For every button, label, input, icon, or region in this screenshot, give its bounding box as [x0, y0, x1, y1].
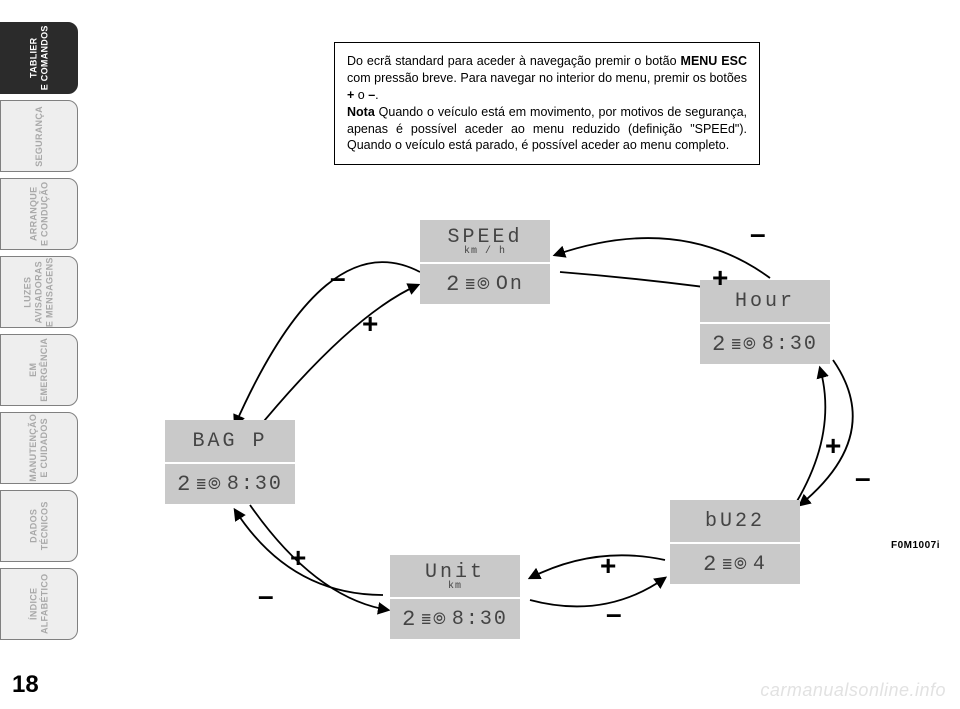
plus-label: +: [825, 430, 841, 462]
screen-speed-value: 2≣⦾On: [420, 264, 550, 304]
nav-arrow: [235, 262, 420, 425]
screen-bagp: BAG P2≣⦾8:30: [165, 420, 295, 504]
screen-bagp-value: 2≣⦾8:30: [165, 464, 295, 504]
plus-label: +: [712, 262, 728, 294]
figure-code: F0M1007i: [891, 540, 940, 551]
watermark: carmanualsonline.info: [760, 680, 946, 701]
headlight-icon: ≣⦾: [465, 274, 491, 294]
headlight-icon: ≣⦾: [731, 334, 757, 354]
tab-emergencia: EMEMERGÊNCIA: [0, 334, 78, 406]
tab-manutencao: MANUTENÇÃOE CUIDADOS: [0, 412, 78, 484]
sidebar: TABLIERE COMANDOSSEGURANÇAARRANQUEE COND…: [0, 22, 80, 646]
nav-arrow: [555, 238, 770, 278]
headlight-icon: ≣⦾: [421, 609, 447, 629]
tab-arranque: ARRANQUEE CONDUÇÃO: [0, 178, 78, 250]
note-text-4: .: [375, 88, 378, 102]
minus-label: –: [606, 598, 622, 630]
note-text-1: Do ecrã standard para aceder à navegação…: [347, 54, 681, 68]
nav-arrow: [530, 555, 665, 578]
screen-buzz-title: bU22: [670, 500, 800, 544]
headlight-icon: ≣⦾: [722, 554, 748, 574]
screen-unit: Unitkm2≣⦾8:30: [390, 555, 520, 639]
note-bold-menu-esc: MENU ESC: [681, 54, 747, 68]
screen-hour-value: 2≣⦾8:30: [700, 324, 830, 364]
minus-label: –: [750, 218, 766, 250]
note-text-2: com pressão breve. Para navegar no inter…: [347, 71, 747, 85]
tab-indice: ÍNDICEALFABÉTICO: [0, 568, 78, 640]
minus-label: –: [258, 580, 274, 612]
plus-label: +: [600, 550, 616, 582]
note-text-3: o: [354, 88, 368, 102]
nav-arrow: [785, 368, 825, 520]
nav-arrow: [250, 285, 418, 438]
note-text-5: Quando o veículo está em movimento, por …: [347, 105, 747, 153]
tab-tablier: TABLIERE COMANDOS: [0, 22, 78, 94]
menu-cycle-diagram: SPEEdkm / h2≣⦾OnHour2≣⦾8:30bU222≣⦾4Unitk…: [140, 200, 860, 660]
note-box: Do ecrã standard para aceder à navegação…: [334, 42, 760, 165]
page-number: 18: [12, 671, 39, 699]
screen-buzz-value: 2≣⦾4: [670, 544, 800, 584]
minus-label: –: [330, 262, 346, 294]
screen-speed: SPEEdkm / h2≣⦾On: [420, 220, 550, 304]
tab-luzes: LUZESAVISADORASE MENSAGENS: [0, 256, 78, 328]
screen-unit-title: Unitkm: [390, 555, 520, 599]
plus-label: +: [290, 542, 306, 574]
nav-arrow: [530, 578, 665, 606]
screen-buzz: bU222≣⦾4: [670, 500, 800, 584]
screen-speed-title: SPEEdkm / h: [420, 220, 550, 264]
plus-label: +: [362, 308, 378, 340]
headlight-icon: ≣⦾: [196, 474, 222, 494]
page-root: TABLIERE COMANDOSSEGURANÇAARRANQUEE COND…: [0, 0, 960, 709]
tab-seguranca: SEGURANÇA: [0, 100, 78, 172]
note-label-nota: Nota: [347, 105, 375, 119]
tab-dados: DADOSTÉCNICOS: [0, 490, 78, 562]
screen-bagp-title: BAG P: [165, 420, 295, 464]
minus-label: –: [855, 462, 871, 494]
screen-unit-value: 2≣⦾8:30: [390, 599, 520, 639]
